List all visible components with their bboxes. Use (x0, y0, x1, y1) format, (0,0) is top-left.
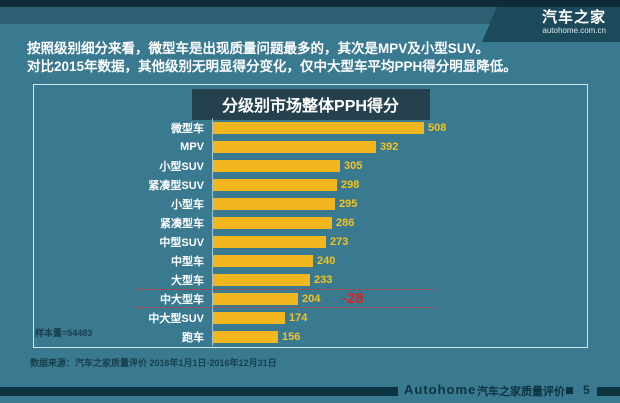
autohome-logo: 汽车之家 autohome.com.cn (482, 0, 620, 42)
value-label: 204 (302, 292, 321, 305)
category-label: 微型车 (171, 122, 204, 135)
category-label: 跑车 (182, 331, 204, 344)
value-label: 298 (341, 178, 360, 191)
bar (213, 273, 310, 286)
chart-row: 中型SUV 273 (34, 232, 587, 251)
bar-zone: 305 (212, 156, 587, 175)
headline: 按照级别细分来看，微型车是出现质量问题最多的，其次是MPV及小型SUV。 对比2… (27, 40, 602, 76)
top-accent-band (0, 7, 620, 24)
bar-zone: 233 (212, 270, 587, 289)
bar (213, 235, 326, 248)
page-number: 5 (583, 383, 590, 397)
bar-chart: 微型车 508 MPV 392 小型SUV 305 紧凑型SUV 298 小型车 295 紧凑型车 2… (34, 118, 587, 346)
category-label: 中型SUV (159, 236, 204, 249)
bar-zone: 295 (212, 194, 587, 213)
chart-row: 微型车 508 (34, 118, 587, 137)
chart-row: 中大型SUV 174 (34, 308, 587, 327)
category-label: 紧凑型车 (160, 217, 204, 230)
bar (213, 159, 340, 172)
chart-panel: 分级别市场整体PPH得分 微型车 508 MPV 392 小型SUV 305 紧凑型SUV 2… (33, 84, 588, 348)
bar-zone: 204 (212, 289, 587, 308)
chart-row: 中大型车 204 -28 (34, 289, 587, 308)
value-label: 273 (330, 235, 349, 248)
bar (213, 330, 278, 343)
headline-line2: 对比2015年数据，其他级别无明显得分变化，仅中大型车平均PPH得分明显降低。 (27, 59, 517, 74)
bar-zone: 508 (212, 118, 587, 137)
bar-zone: 298 (212, 175, 587, 194)
sample-size-note: 样本量=54483 (35, 328, 93, 338)
bar (213, 216, 332, 229)
bar-zone: 156 (212, 327, 587, 346)
bar (213, 311, 285, 324)
category-label: 中大型车 (160, 293, 204, 306)
headline-line1: 按照级别细分来看，微型车是出现质量问题最多的，其次是MPV及小型SUV。 (27, 41, 490, 56)
bar (213, 197, 335, 210)
category-label: 小型车 (171, 198, 204, 211)
top-dark-strip (0, 0, 620, 7)
chart-row: 跑车 156 (34, 327, 587, 346)
delta-annotation: -28 (342, 290, 364, 307)
footer-brand: Autohome (404, 382, 477, 397)
bar-zone: 174 (212, 308, 587, 327)
value-label: 305 (344, 159, 363, 172)
chart-row: 紧凑型车 286 (34, 213, 587, 232)
footer-label: 汽车之家质量评价 (477, 386, 565, 398)
bar-zone: 240 (212, 251, 587, 270)
footer-divider-left (0, 387, 398, 396)
category-label: 中大型SUV (148, 312, 204, 325)
category-label: 紧凑型SUV (148, 179, 204, 192)
chart-row: 大型车 233 (34, 270, 587, 289)
bar (213, 121, 424, 134)
chart-title: 分级别市场整体PPH得分 (191, 89, 430, 120)
bar-zone: 392 (212, 137, 587, 156)
logo-title: 汽车之家 (541, 9, 606, 26)
logo-subtitle: autohome.com.cn (542, 26, 606, 35)
chart-row: MPV 392 (34, 137, 587, 156)
bar (213, 178, 337, 191)
value-label: 508 (428, 121, 447, 134)
value-label: 174 (289, 311, 308, 324)
category-label: 中型车 (171, 255, 204, 268)
data-source-note: 数据来源：汽车之家质量评价 2016年1月1日-2016年12月31日 (30, 358, 277, 368)
value-label: 156 (282, 330, 301, 343)
value-label: 286 (336, 216, 355, 229)
chart-row: 中型车 240 (34, 251, 587, 270)
category-label: 小型SUV (159, 160, 204, 173)
bar (213, 140, 376, 153)
value-label: 392 (380, 140, 399, 153)
footer-divider-right (597, 387, 620, 396)
chart-row: 小型SUV 305 (34, 156, 587, 175)
bar-zone: 286 (212, 213, 587, 232)
bar (213, 292, 298, 305)
footer-bullet-square (566, 387, 573, 394)
value-label: 240 (317, 254, 336, 267)
chart-row: 小型车 295 (34, 194, 587, 213)
value-label: 295 (339, 197, 358, 210)
category-label: 大型车 (171, 274, 204, 287)
bar-zone: 273 (212, 232, 587, 251)
bar (213, 254, 313, 267)
value-label: 233 (314, 273, 333, 286)
category-label: MPV (180, 140, 204, 153)
chart-row: 紧凑型SUV 298 (34, 175, 587, 194)
